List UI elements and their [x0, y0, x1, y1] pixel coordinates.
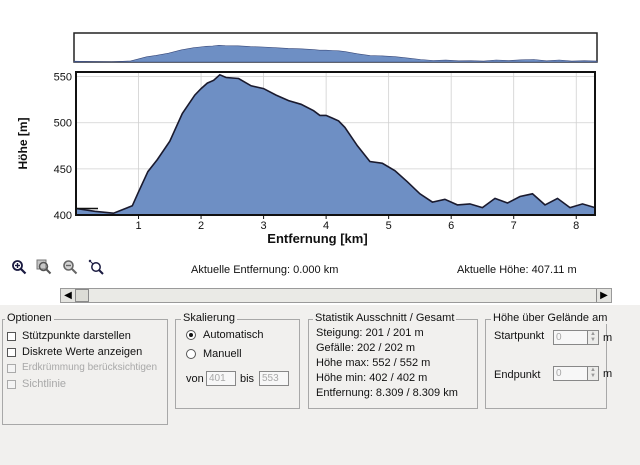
y-tick-label: 450 — [54, 164, 72, 176]
label-diskrete-werte: Diskrete Werte anzeigen — [22, 346, 143, 358]
scroll-right-icon[interactable]: ▶ — [596, 289, 611, 302]
elevation-chart: 1 2 3 4 5 6 7 8 400 450 500 550 Entfernung [km] Höhe … — [16, 32, 598, 246]
checkbox-sichtlinie[interactable] — [7, 380, 16, 389]
label-startpunkt: Startpunkt — [494, 330, 545, 342]
skalierung-title: Skalierung — [181, 312, 237, 324]
label-manuell: Manuell — [203, 348, 242, 360]
y-axis-label: Höhe [m] — [16, 118, 30, 170]
y-tick-label: 550 — [54, 72, 72, 84]
input-endpunkt[interactable]: 0 — [553, 366, 588, 381]
radio-automatisch[interactable] — [186, 330, 196, 340]
label-bis: bis — [240, 373, 255, 385]
radio-manuell[interactable] — [186, 349, 196, 359]
x-tick-label: 3 — [261, 220, 267, 232]
zoom-in-icon[interactable] — [11, 259, 27, 275]
plot-frame — [75, 71, 596, 216]
label-automatisch: Automatisch — [203, 329, 264, 341]
y-tick-label: 500 — [54, 118, 72, 130]
x-tick-label: 1 — [135, 220, 141, 232]
y-tick-label: 400 — [54, 210, 72, 222]
optionen-title: Optionen — [5, 312, 54, 324]
label-von: von — [186, 373, 204, 385]
horizontal-scrollbar[interactable]: ◀ ▶ — [60, 288, 612, 303]
elevation-area — [76, 74, 595, 215]
x-tick-label: 8 — [573, 220, 579, 232]
input-von[interactable]: 401 — [206, 371, 236, 386]
zoom-reset-icon[interactable] — [88, 259, 104, 275]
label-sichtlinie: Sichtlinie — [22, 378, 67, 390]
x-axis-label: Entfernung [km] — [267, 231, 367, 246]
unit-endpunkt: m — [603, 368, 613, 380]
elevation-line — [75, 73, 596, 215]
chart-area: 1 2 3 4 5 6 7 8 400 450 500 550 Entfernung [km] Höhe … — [16, 32, 598, 246]
stat-gefaelle: Gefälle: 202 / 202 m — [316, 342, 416, 354]
x-tick-label: 7 — [511, 220, 517, 232]
statistik-title: Statistik Ausschnitt / Gesamt — [313, 312, 457, 324]
x-tick-label: 5 — [386, 220, 392, 232]
x-tick-label: 2 — [198, 220, 204, 232]
input-startpunkt[interactable]: 0 — [553, 330, 588, 345]
current-height: Aktuelle Höhe: 407.11 m — [457, 264, 577, 276]
checkbox-erdkruemmung[interactable] — [7, 364, 16, 373]
overview-profile — [73, 44, 598, 63]
gelaende-title: Höhe über Gelände am — [491, 312, 610, 324]
startpunkt-spinner[interactable]: ▲ ▼ — [587, 330, 599, 345]
skalierung-group — [175, 319, 300, 409]
stat-steigung: Steigung: 201 / 201 m — [316, 327, 424, 339]
endpunkt-spinner[interactable]: ▲ ▼ — [587, 366, 599, 381]
scroll-left-icon[interactable]: ◀ — [61, 289, 76, 302]
zoom-select-icon[interactable] — [36, 259, 52, 275]
optionen-group — [2, 319, 168, 425]
label-stuetzpunkte: Stützpunkte darstellen — [22, 330, 131, 342]
settings-panel: Optionen Stützpunkte darstellen Diskrete… — [0, 305, 640, 465]
x-tick-label: 4 — [323, 220, 329, 232]
stat-hoehe-max: Höhe max: 552 / 552 m — [316, 357, 431, 369]
current-distance: Aktuelle Entfernung: 0.000 km — [191, 264, 339, 276]
x-tick-label: 6 — [448, 220, 454, 232]
unit-startpunkt: m — [603, 332, 613, 344]
checkbox-diskrete-werte[interactable] — [7, 348, 16, 357]
stat-hoehe-min: Höhe min: 402 / 402 m — [316, 372, 428, 384]
zoom-out-icon[interactable] — [62, 259, 78, 275]
input-bis[interactable]: 553 — [259, 371, 289, 386]
label-endpunkt: Endpunkt — [494, 369, 541, 381]
checkbox-stuetzpunkte[interactable] — [7, 332, 16, 341]
stat-entfernung: Entfernung: 8.309 / 8.309 km — [316, 387, 458, 399]
label-erdkruemmung: Erdkrümmung berücksichtigen — [22, 362, 158, 373]
scroll-thumb[interactable] — [75, 289, 89, 302]
